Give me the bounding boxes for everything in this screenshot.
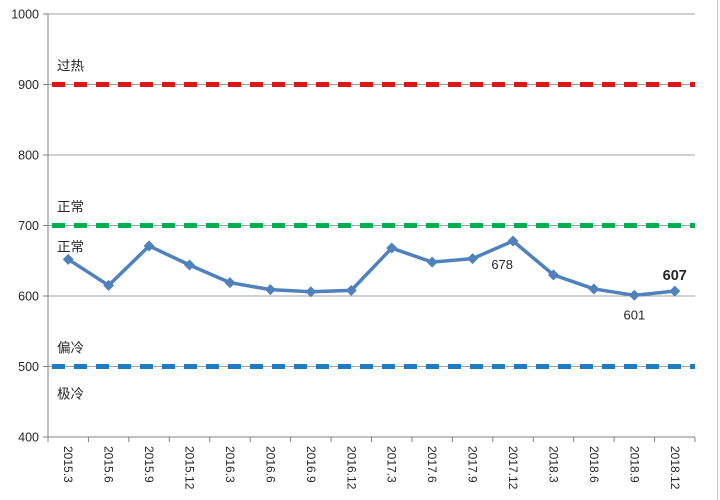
x-axis-label-2018.9: 2018.9 — [627, 446, 641, 483]
x-axis-label-2015.6: 2015.6 — [102, 446, 116, 483]
zone-label-above-900: 过热 — [57, 59, 84, 74]
x-axis-label-2015.9: 2015.9 — [142, 446, 156, 483]
x-axis-label-2016.9: 2016.9 — [304, 446, 318, 483]
x-axis-label-2018.6: 2018.6 — [587, 446, 601, 483]
x-axis-label-2016.6: 2016.6 — [263, 446, 277, 483]
data-point-2017.12 — [507, 235, 519, 247]
y-axis-label-1000: 1000 — [11, 8, 39, 22]
zone-label-below-500: 极冷 — [57, 387, 84, 402]
x-axis-label-2017.9: 2017.9 — [466, 446, 480, 483]
data-point-2016.6 — [264, 284, 276, 296]
y-axis-label-900: 900 — [18, 78, 39, 92]
chart-right-border — [717, 0, 718, 500]
zone-label-above-700: 正常 — [57, 200, 84, 215]
data-label-2018.12: 607 — [663, 268, 687, 284]
data-label-2018.9: 601 — [623, 307, 645, 322]
x-axis-label-2017.3: 2017.3 — [385, 446, 399, 483]
x-axis-label-2018.12: 2018.12 — [668, 446, 682, 490]
data-label-2017.12: 678 — [491, 257, 513, 272]
data-point-2015.6 — [103, 279, 115, 291]
x-axis-label-2015.3: 2015.3 — [61, 446, 75, 483]
x-axis-label-2018.3: 2018.3 — [546, 446, 560, 483]
data-point-2015.12 — [184, 259, 196, 271]
data-point-2017.3 — [386, 242, 398, 254]
data-point-2015.9 — [143, 240, 155, 252]
data-point-2018.3 — [547, 269, 559, 281]
series-line-climate-index — [66, 239, 677, 298]
x-axis-label-2016.12: 2016.12 — [344, 446, 358, 490]
x-axis-label-2017.12: 2017.12 — [506, 446, 520, 490]
y-axis-label-800: 800 — [18, 149, 39, 163]
y-axis-label-400: 400 — [18, 431, 39, 445]
data-point-2017.6 — [426, 256, 438, 268]
data-point-2018.9 — [628, 289, 640, 301]
zone-label-above-500: 偏冷 — [57, 341, 84, 356]
data-point-2016.9 — [305, 286, 317, 298]
x-axis-label-2017.6: 2017.6 — [425, 446, 439, 483]
data-point-2015.3 — [62, 253, 74, 265]
y-axis-label-600: 600 — [18, 290, 39, 304]
y-axis-label-500: 500 — [18, 360, 39, 374]
data-point-2017.9 — [467, 253, 479, 265]
y-axis-label-700: 700 — [18, 219, 39, 233]
zone-label-below-700: 正常 — [57, 240, 84, 255]
data-point-2018.12 — [669, 285, 681, 297]
x-axis-label-2015.12: 2015.12 — [183, 446, 197, 490]
data-point-2016.12 — [345, 284, 357, 296]
data-point-2018.6 — [588, 283, 600, 295]
data-point-2016.3 — [224, 277, 236, 289]
x-axis-label-2016.3: 2016.3 — [223, 446, 237, 483]
